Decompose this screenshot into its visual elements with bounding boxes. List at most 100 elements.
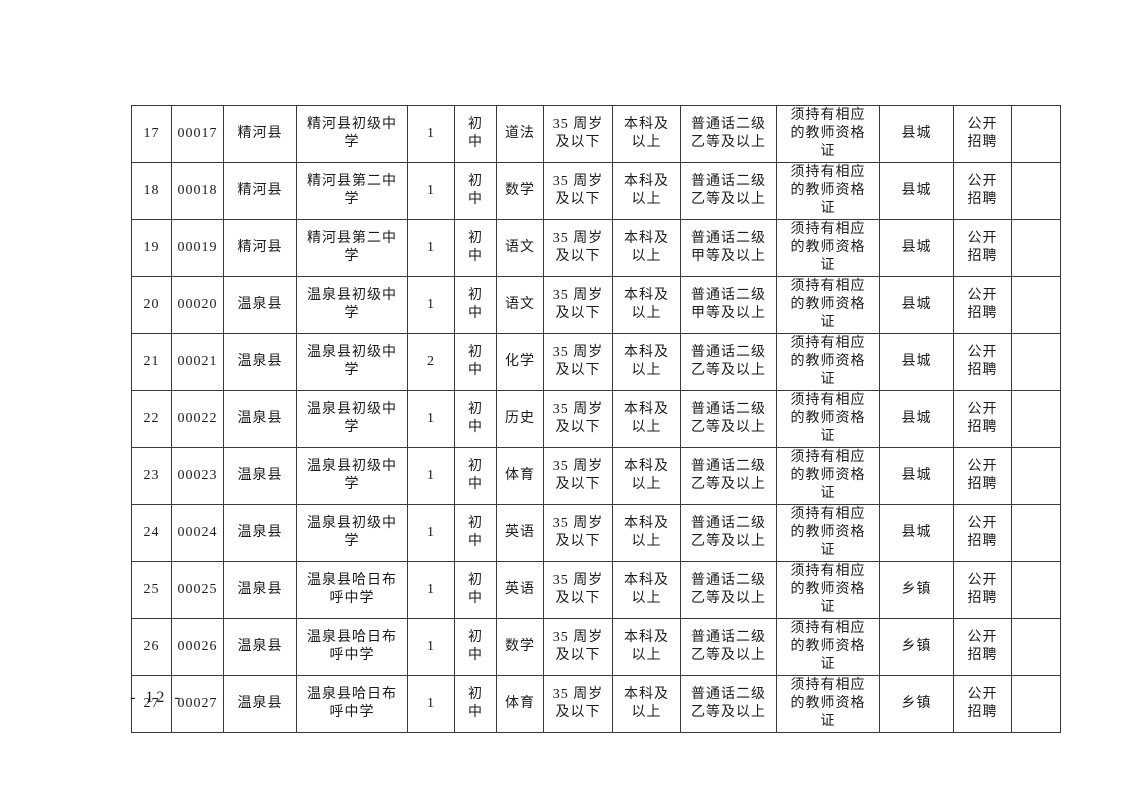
- table-cell: 1: [407, 162, 455, 220]
- table-cell: 00018: [171, 162, 224, 220]
- table-cell: 1: [407, 618, 455, 676]
- table-cell: 本科及 以上: [612, 561, 681, 619]
- table-cell: 1: [407, 105, 455, 163]
- table-cell: 00021: [171, 333, 224, 391]
- table-cell: [1011, 333, 1061, 391]
- table-cell: 精河县第二中 学: [296, 162, 408, 220]
- table-cell: 35 周岁 及以下: [543, 675, 613, 733]
- table-row: 26 00026 温泉县 温泉县哈日布 呼中学 1 初 中数学 35 周岁 及以下 本科及 以…: [131, 618, 1061, 676]
- table-cell: 23: [131, 447, 172, 505]
- table-cell: 县城: [879, 219, 954, 277]
- table-cell: 公开 招聘: [953, 618, 1012, 676]
- table-cell: 35 周岁 及以下: [543, 561, 613, 619]
- table-cell: 2: [407, 333, 455, 391]
- table-cell: 县城: [879, 333, 954, 391]
- table-cell: [1011, 390, 1061, 448]
- table-cell: 普通话二级 乙等及以上: [680, 105, 777, 163]
- table-cell: 初 中: [454, 561, 497, 619]
- table-cell: 温泉县哈日布 呼中学: [296, 675, 408, 733]
- table-cell: 初 中: [454, 219, 497, 277]
- table-cell: 英语: [496, 504, 544, 562]
- table-cell: 公开 招聘: [953, 105, 1012, 163]
- table-cell: 温泉县: [223, 447, 297, 505]
- table-cell: 00020: [171, 276, 224, 334]
- table-cell: [1011, 105, 1061, 163]
- table-cell: 普通话二级 甲等及以上: [680, 276, 777, 334]
- table-cell: 县城: [879, 447, 954, 505]
- table-cell: 温泉县初级中 学: [296, 333, 408, 391]
- page-number: - 12 -: [130, 689, 183, 706]
- table-cell: [1011, 618, 1061, 676]
- table-cell: 00019: [171, 219, 224, 277]
- table-cell: 17: [131, 105, 172, 163]
- table-cell: 初 中: [454, 105, 497, 163]
- table-cell: 温泉县: [223, 618, 297, 676]
- table-cell: 普通话二级 乙等及以上: [680, 447, 777, 505]
- table-cell: 本科及 以上: [612, 504, 681, 562]
- table-cell: 普通话二级 乙等及以上: [680, 504, 777, 562]
- table-cell: 21: [131, 333, 172, 391]
- table-cell: 35 周岁 及以下: [543, 447, 613, 505]
- table-cell: [1011, 561, 1061, 619]
- table-cell: 精河县第二中 学: [296, 219, 408, 277]
- table-cell: 县城: [879, 390, 954, 448]
- table-cell: 温泉县: [223, 675, 297, 733]
- table-cell: 须持有相应 的教师资格 证: [776, 675, 880, 733]
- table-cell: 数学: [496, 162, 544, 220]
- table-cell: 普通话二级 甲等及以上: [680, 219, 777, 277]
- table-cell: 须持有相应 的教师资格 证: [776, 333, 880, 391]
- table-cell: 语文: [496, 276, 544, 334]
- table-cell: 普通话二级 乙等及以上: [680, 561, 777, 619]
- table-cell: 初 中: [454, 447, 497, 505]
- table-cell: 英语: [496, 561, 544, 619]
- table-cell: 25: [131, 561, 172, 619]
- table-cell: 温泉县初级中 学: [296, 504, 408, 562]
- table-cell: 35 周岁 及以下: [543, 219, 613, 277]
- table-cell: 公开 招聘: [953, 276, 1012, 334]
- table-cell: 温泉县: [223, 561, 297, 619]
- table-cell: 普通话二级 乙等及以上: [680, 675, 777, 733]
- table-cell: 须持有相应 的教师资格 证: [776, 276, 880, 334]
- table-cell: [1011, 276, 1061, 334]
- table-cell: 35 周岁 及以下: [543, 333, 613, 391]
- table-cell: 须持有相应 的教师资格 证: [776, 447, 880, 505]
- table-cell: 须持有相应 的教师资格 证: [776, 219, 880, 277]
- table-cell: 须持有相应 的教师资格 证: [776, 618, 880, 676]
- table-cell: [1011, 675, 1061, 733]
- table-cell: 须持有相应 的教师资格 证: [776, 105, 880, 163]
- table-cell: 35 周岁 及以下: [543, 105, 613, 163]
- table-cell: 县城: [879, 162, 954, 220]
- table-cell: 数学: [496, 618, 544, 676]
- table-cell: [1011, 162, 1061, 220]
- table-cell: 初 中: [454, 618, 497, 676]
- table-row: 25 00025 温泉县 温泉县哈日布 呼中学 1 初 中英语 35 周岁 及以下 本科及 以…: [131, 561, 1061, 619]
- table-cell: 20: [131, 276, 172, 334]
- table-cell: 语文: [496, 219, 544, 277]
- table-cell: 本科及 以上: [612, 390, 681, 448]
- table-cell: 00024: [171, 504, 224, 562]
- table-cell: 温泉县哈日布 呼中学: [296, 618, 408, 676]
- table-cell: 26: [131, 618, 172, 676]
- table-cell: 本科及 以上: [612, 618, 681, 676]
- table-cell: 1: [407, 561, 455, 619]
- table-cell: 乡镇: [879, 561, 954, 619]
- table-cell: 35 周岁 及以下: [543, 390, 613, 448]
- table-cell: 温泉县: [223, 504, 297, 562]
- table-cell: 公开 招聘: [953, 447, 1012, 505]
- table-cell: 精河县: [223, 162, 297, 220]
- table-cell: 体育: [496, 675, 544, 733]
- table-cell: 1: [407, 390, 455, 448]
- table-cell: 1: [407, 219, 455, 277]
- table-cell: 须持有相应 的教师资格 证: [776, 561, 880, 619]
- table-cell: 精河县: [223, 105, 297, 163]
- table-cell: 公开 招聘: [953, 333, 1012, 391]
- table-cell: 乡镇: [879, 618, 954, 676]
- table-cell: 温泉县: [223, 276, 297, 334]
